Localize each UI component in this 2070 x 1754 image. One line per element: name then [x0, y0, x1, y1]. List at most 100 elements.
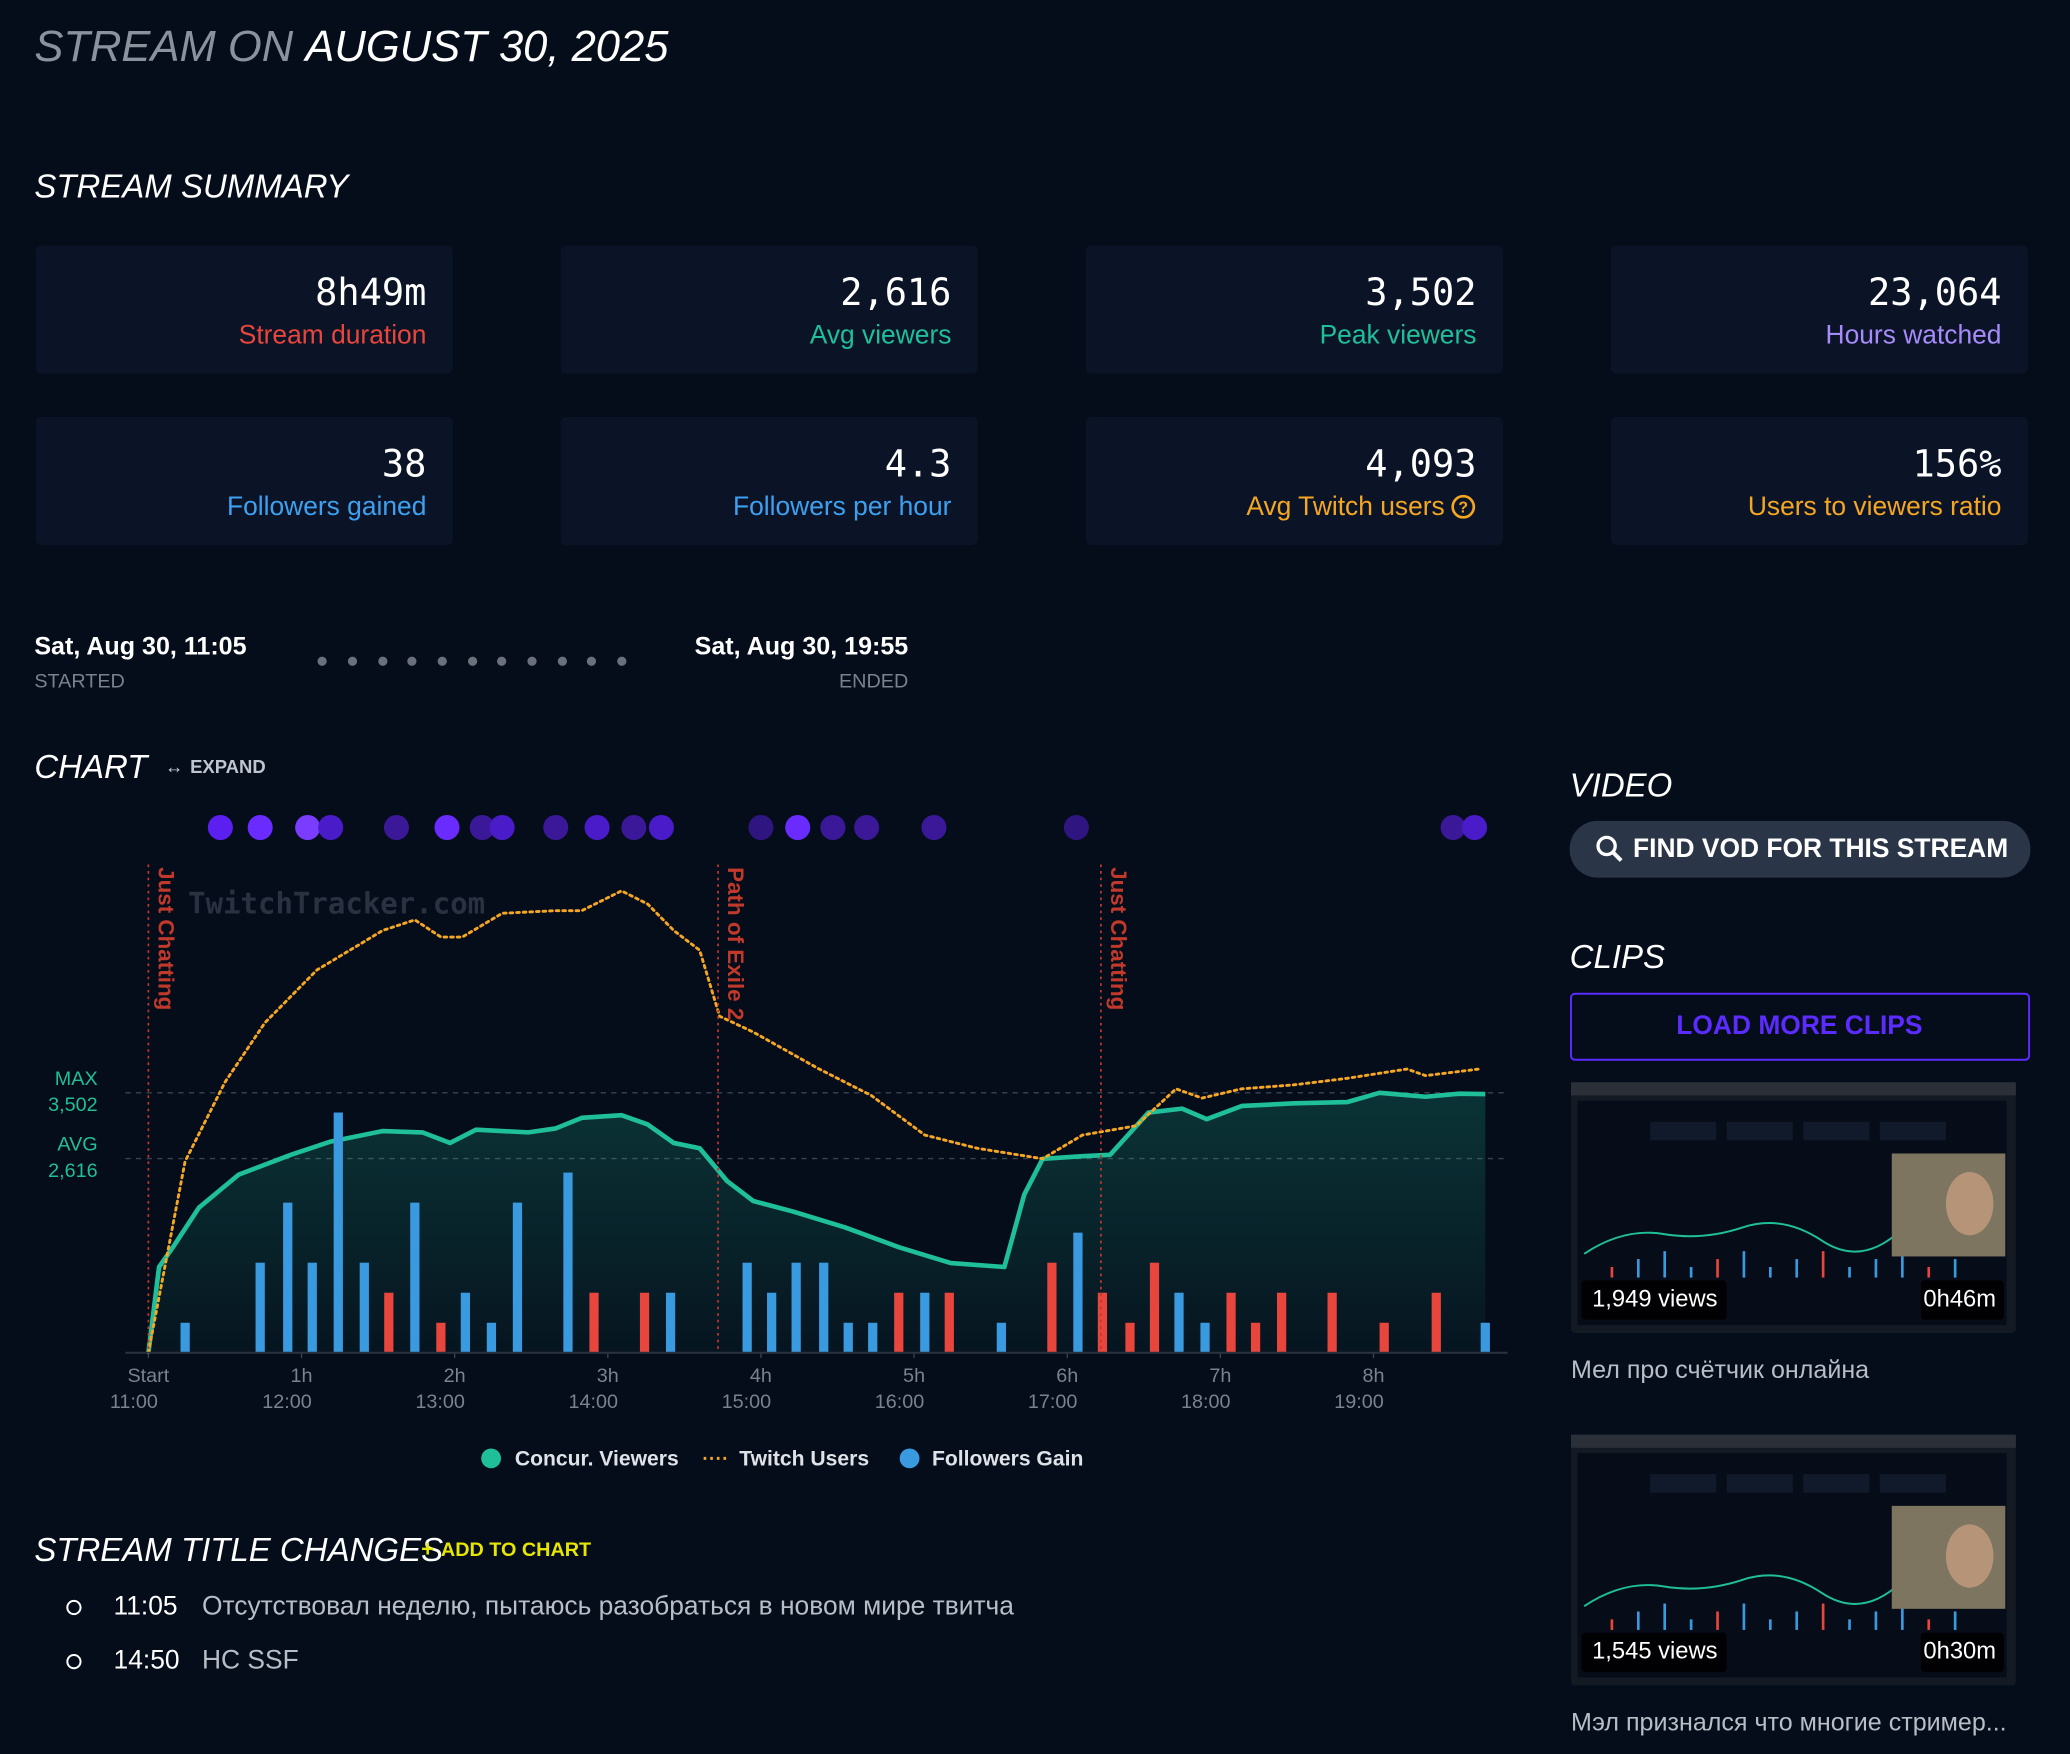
- vod-button-label: FIND VOD FOR THIS STREAM: [1633, 833, 2008, 863]
- chart: TwitchTracker.com MAX 3,502 AVG 2,616 Start 11…: [48, 814, 1508, 1470]
- add-to-chart[interactable]: ADD TO CHART: [441, 1539, 591, 1561]
- x-tick-time: 12:00: [262, 1391, 312, 1413]
- follower-bar: [410, 1202, 420, 1353]
- viewers-line: [146, 1090, 1486, 1354]
- follower-bar: [283, 1202, 293, 1353]
- follower-bar: [767, 1292, 777, 1353]
- thumb-bar-mark: [1874, 1259, 1878, 1278]
- views-pill: [1581, 1280, 1727, 1320]
- event-dot: [820, 814, 846, 841]
- follower-bar: [180, 1322, 190, 1353]
- follower-bar: [742, 1262, 752, 1353]
- video-title: VIDEO: [1570, 767, 1673, 804]
- x-tick-time: 19:00: [1334, 1391, 1384, 1413]
- thumb-card: [1879, 1474, 1946, 1493]
- stat-value: 156%: [1913, 442, 2002, 485]
- follower-bar: [894, 1292, 904, 1353]
- thumb-bar-mark: [1795, 1259, 1799, 1278]
- chart-title: CHART: [34, 748, 150, 785]
- thumb-bar-mark: [1636, 1611, 1640, 1630]
- thumb-face: [1945, 1524, 1994, 1588]
- stat-value: 3,502: [1365, 271, 1476, 314]
- vod-button[interactable]: [1569, 820, 2031, 878]
- event-dot: [543, 814, 569, 841]
- thumb-card: [1803, 1121, 1870, 1141]
- page-title: STREAM ON AUGUST 30, 2025: [34, 22, 669, 70]
- thumb-bar-mark: [1769, 1619, 1772, 1630]
- thumb-bar-mark: [1901, 1603, 1904, 1630]
- thumb-bar-mark: [1716, 1259, 1719, 1278]
- thumb-bar-mark: [1610, 1266, 1614, 1278]
- stat-card: [560, 417, 978, 546]
- section-title: STREAM SUMMARY: [34, 167, 350, 204]
- clip-views: 1,949 views: [1592, 1285, 1718, 1312]
- x-tick-label: 4h: [750, 1365, 772, 1387]
- add-icon: +: [421, 1537, 434, 1562]
- users-line: [146, 889, 1481, 1355]
- thumb-bar: [1570, 1082, 2016, 1096]
- thumb-bar-mark: [1848, 1266, 1851, 1278]
- title-changes-title: STREAM TITLE CHANGES: [34, 1531, 443, 1568]
- thumb-card: [1803, 1474, 1870, 1493]
- expand-icon: ↔: [165, 756, 183, 777]
- thumb-bar-mark: [1742, 1251, 1746, 1278]
- follower-bar: [1047, 1262, 1057, 1353]
- thumb-bar-mark: [1742, 1603, 1746, 1630]
- thumb-bar-mark: [1821, 1603, 1825, 1630]
- thumb-bar-mark: [1927, 1266, 1931, 1278]
- follower-bar: [1327, 1292, 1337, 1353]
- legend-swatch: [899, 1448, 920, 1469]
- event-dot: [1063, 814, 1089, 841]
- stat-card: [1610, 417, 2028, 546]
- stat-label: Stream duration: [239, 320, 427, 350]
- legend-swatch: [481, 1448, 501, 1469]
- stat-label: Avg viewers: [810, 320, 952, 350]
- thumb-bar-mark: [1663, 1603, 1667, 1630]
- follower-bar: [359, 1262, 369, 1353]
- follower-bar: [639, 1292, 650, 1353]
- x-tick-time: 11:00: [110, 1391, 158, 1413]
- stat-card: [560, 245, 978, 374]
- views-pill: [1581, 1632, 1727, 1673]
- x-tick-time: 16:00: [875, 1391, 925, 1413]
- thumb-bar-mark: [1610, 1619, 1614, 1630]
- event-dot: [207, 814, 233, 841]
- load-clips-button[interactable]: [1569, 992, 2031, 1061]
- follower-bar: [589, 1292, 599, 1353]
- legend-label: Followers Gain: [932, 1447, 1083, 1470]
- stat-label: Users to viewers ratio: [1748, 491, 2002, 521]
- clip-duration: 0h46m: [1923, 1285, 1996, 1312]
- event-dot: [295, 814, 321, 841]
- stat-value: 2,616: [840, 271, 951, 314]
- expand-button[interactable]: EXPAND: [190, 756, 266, 777]
- follower-bar: [665, 1292, 676, 1353]
- follower-bar: [563, 1172, 573, 1353]
- event-dot: [584, 814, 610, 841]
- stat-value: 4.3: [885, 442, 952, 485]
- follower-bar: [1200, 1322, 1210, 1353]
- follower-bar: [1379, 1322, 1389, 1353]
- thumb-bar-mark: [1953, 1611, 1957, 1630]
- x-tick-time: 14:00: [569, 1391, 619, 1413]
- follower-bar: [1097, 1292, 1108, 1353]
- follower-bar: [255, 1262, 265, 1353]
- event-dot: [921, 814, 947, 841]
- thumb-card: [1726, 1121, 1793, 1141]
- event-dot: [434, 814, 460, 841]
- thumb-bar: [1570, 1434, 2016, 1448]
- x-tick-label: 2h: [444, 1365, 466, 1387]
- change-text: HC SSF: [202, 1645, 299, 1675]
- duration-pill: [1920, 1280, 2004, 1320]
- event-dot: [648, 814, 674, 841]
- event-dot: [1440, 814, 1466, 841]
- event-dot: [469, 814, 495, 841]
- x-tick-label: Start: [127, 1365, 169, 1387]
- follower-bar: [843, 1322, 853, 1353]
- follower-bar: [512, 1202, 523, 1353]
- stat-label: Followers per hour: [733, 491, 952, 521]
- x-tick-time: 18:00: [1181, 1391, 1231, 1413]
- follower-bar: [307, 1262, 317, 1353]
- duration-pill: [1920, 1632, 2004, 1673]
- thumb-bar-mark: [1716, 1611, 1719, 1630]
- stat-card: [35, 417, 453, 546]
